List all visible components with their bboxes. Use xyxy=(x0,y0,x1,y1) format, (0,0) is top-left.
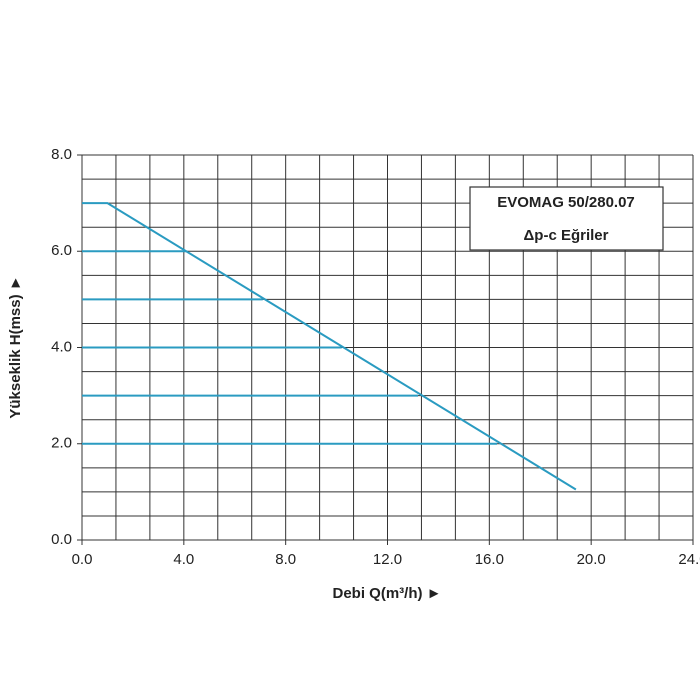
x-tick-label: 20.0 xyxy=(577,551,606,568)
x-tick-label: 4.0 xyxy=(173,551,194,568)
y-tick-label: 2.0 xyxy=(51,435,72,452)
y-tick-label: 8.0 xyxy=(51,146,72,163)
y-axis-label: Yükseklik H(mss) ► xyxy=(7,275,24,418)
curve xyxy=(82,202,577,491)
x-tick-label: 24.0 xyxy=(678,551,700,568)
x-tick-label: 0.0 xyxy=(72,551,93,568)
y-tick-label: 4.0 xyxy=(51,338,72,355)
x-tick-label: 16.0 xyxy=(475,551,504,568)
annotation: Δp-c Eğriler xyxy=(524,227,609,244)
y-tick-label: 6.0 xyxy=(51,242,72,259)
annotation: EVOMAG 50/280.07 xyxy=(497,194,635,211)
x-axis-label: Debi Q(m³/h) ► xyxy=(332,585,441,602)
x-tick-label: 12.0 xyxy=(373,551,402,568)
y-tick-label: 0.0 xyxy=(51,531,72,548)
annotation-box xyxy=(469,186,664,251)
x-tick-label: 8.0 xyxy=(275,551,296,568)
